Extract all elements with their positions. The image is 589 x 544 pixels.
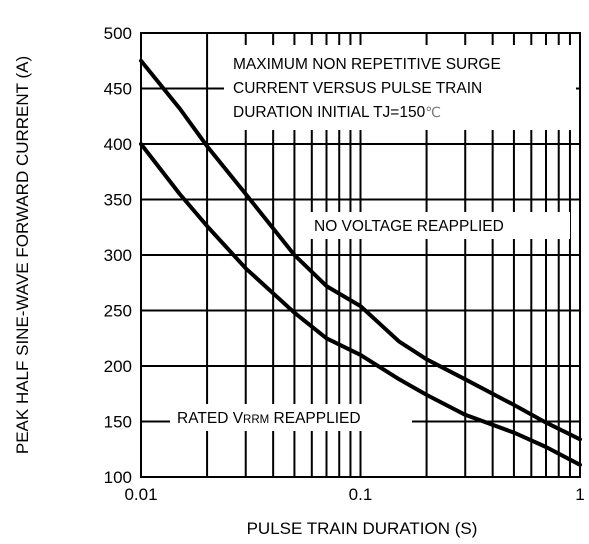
y-tick-label: 500: [104, 24, 132, 43]
title-box-line-1: MAXIMUM NON REPETITIVE SURGE: [233, 56, 501, 73]
y-tick-label: 350: [104, 191, 132, 210]
y-tick-label: 450: [104, 80, 132, 99]
x-axis-title: PULSE TRAIN DURATION (S): [247, 519, 478, 538]
y-tick-label: 300: [104, 246, 132, 265]
lower-curve-label-prefix: RATED V: [177, 410, 244, 427]
x-tick-label: 0.01: [124, 485, 157, 504]
lower-curve-label-sub: RRM: [243, 414, 269, 426]
lower-curve-label-bg: [170, 404, 412, 431]
y-tick-label: 150: [104, 413, 132, 432]
lower-curve-label-suffix: REAPPLIED: [269, 410, 360, 427]
series-line-1: [139, 58, 582, 442]
title-box-line-3: DURATION INITIAL TJ=150℃: [233, 104, 441, 121]
y-tick-labels: 100 150 200 250 300 350 400 450 500: [104, 24, 132, 487]
x-tick-label: 1: [575, 485, 584, 504]
title-box-unit: ℃: [425, 104, 441, 120]
title-box-line-3-text: DURATION INITIAL TJ=150: [233, 104, 426, 121]
lower-curve-label: RATED VRRM REAPPLIED: [177, 410, 361, 427]
x-tick-label: 0.1: [349, 485, 373, 504]
upper-curve-label: NO VOLTAGE REAPPLIED: [314, 218, 504, 235]
y-tick-label: 200: [104, 357, 132, 376]
y-axis-title: PEAK HALF SINE-WAVE FORWARD CURRENT (A): [13, 56, 32, 454]
y-tick-label: 250: [104, 302, 132, 321]
y-tick-label: 400: [104, 135, 132, 154]
y-tick-label: 100: [104, 468, 132, 487]
plot-frame: [140, 32, 581, 478]
upper-curve-label-bg: [305, 212, 570, 239]
curves: [139, 58, 582, 467]
title-box-bg: [224, 45, 576, 130]
title-box-line-2: CURRENT VERSUS PULSE TRAIN: [233, 80, 482, 97]
x-tick-labels: 0.01 0.1 1: [124, 485, 584, 504]
series-line-2: [139, 142, 582, 467]
